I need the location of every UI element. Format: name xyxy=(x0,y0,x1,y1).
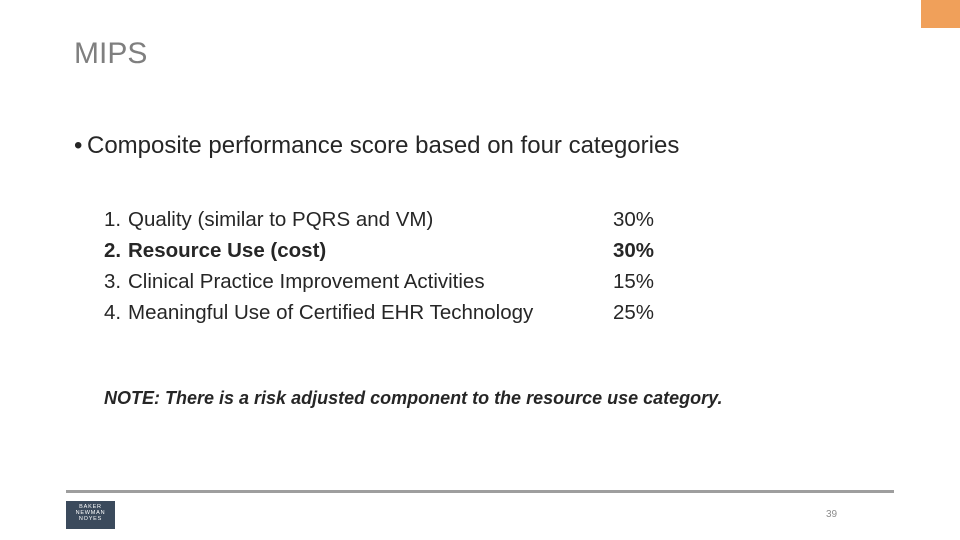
category-label: Meaningful Use of Certified EHR Technolo… xyxy=(128,301,534,324)
page-number: 39 xyxy=(826,509,838,520)
category-list: 1. Quality (similar to PQRS and VM) 30% 2… xyxy=(104,204,654,328)
logo-line: BAKER xyxy=(79,504,102,510)
logo-line: NOYES xyxy=(78,516,103,522)
bullet-item: • Composite performance score based on fo… xyxy=(74,131,679,161)
category-number: 2. xyxy=(104,239,122,262)
category-percent: 15% xyxy=(613,270,655,293)
category-percent: 30% xyxy=(613,239,655,262)
category-row-meaningful-use: 4. Meaningful Use of Certified EHR Techno… xyxy=(104,297,654,328)
logo-line: NEWMAN xyxy=(75,510,106,516)
category-percent: 25% xyxy=(613,301,655,324)
corner-accent xyxy=(921,0,960,28)
footer-divider xyxy=(66,490,894,493)
category-number: 1. xyxy=(104,208,122,231)
category-label: Resource Use (cost) xyxy=(128,239,327,262)
note-text: NOTE: There is a risk adjusted component… xyxy=(104,388,723,408)
slide-title: MIPS xyxy=(74,37,148,70)
category-row-quality: 1. Quality (similar to PQRS and VM) 30% xyxy=(104,204,654,235)
category-row-clinical-practice: 3. Clinical Practice Improvement Activiti… xyxy=(104,266,654,297)
bullet-text: Composite performance score based on fou… xyxy=(87,132,680,159)
category-label: Clinical Practice Improvement Activities xyxy=(128,270,485,293)
category-row-resource-use: 2. Resource Use (cost) 30% xyxy=(104,235,654,266)
category-percent: 30% xyxy=(613,208,655,231)
category-label: Quality (similar to PQRS and VM) xyxy=(128,208,434,231)
bullet-icon: • xyxy=(74,132,83,159)
company-logo: BAKER NEWMAN NOYES xyxy=(66,501,115,529)
category-number: 3. xyxy=(104,270,122,293)
category-number: 4. xyxy=(104,301,122,324)
